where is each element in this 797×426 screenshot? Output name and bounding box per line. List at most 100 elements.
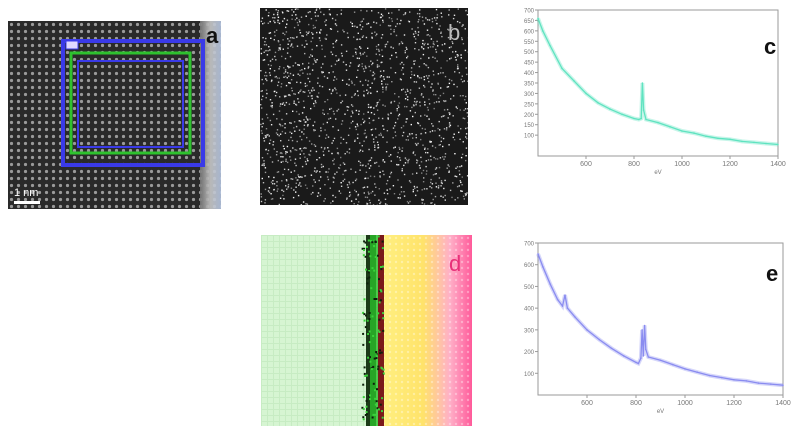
spectrum-point [693,132,695,134]
x-tick-label: 600 [580,161,592,168]
spectrum-point [770,383,772,385]
spectrum-point [537,17,539,20]
spectrum-point [561,305,564,307]
y-tick-label: 250 [524,102,535,108]
x-tick-label: 1200 [722,161,738,168]
y-tick-label: 600 [524,29,535,35]
y-tick-label: 350 [524,82,535,88]
spectrum-point [637,362,640,365]
y-tick-label: 300 [524,92,535,98]
panel-a-svg: 1 nm [8,21,221,209]
y-tick-label: 650 [524,19,535,25]
plot-frame [537,242,784,396]
panel-d-map: d [261,235,472,426]
panel-label-b: b [448,20,461,45]
spectrum-e-chart: 100 200 300 400 500 600 700 600 800 1000 1200 1400 e… [524,242,791,416]
y-tick-label: 100 [524,372,535,378]
panel-label-d: d [449,251,462,276]
spectrum-point [623,355,625,357]
spectrum-point [609,108,611,110]
spectrum-point [556,298,559,301]
y-tick-label: 100 [524,134,535,140]
spectrum-point [647,356,650,358]
x-tick-label: 1000 [674,161,690,168]
y-tick-label: 550 [524,40,535,46]
spectrum-point [733,379,735,381]
x-axis-label: eV [654,170,661,176]
spectrum-point [640,357,642,359]
spectrum-point [765,142,767,145]
panel-c-spectrum: 100 150 200 250 300 350 400 450 500 550 600 650 700 6… [512,4,792,189]
spectrum-point [753,141,755,144]
panel-b-svg [260,8,468,205]
spectrum-point [640,117,642,120]
x-tick-label: 1400 [775,400,791,407]
spectrum-point [641,329,643,331]
x-tick-label: 1200 [726,400,742,407]
spectrum-point [643,324,646,327]
y-tick-label: 300 [524,328,535,334]
spectrum-point [757,382,760,384]
y-tick-label: 700 [524,9,535,15]
panel-e-spectrum: 100 200 300 400 500 600 700 600 800 1000 1200 1400 e… [512,235,795,426]
spectrum-point [642,355,645,357]
scale-bar-label: 1 nm [14,187,38,199]
y-tick-label: 500 [524,285,535,291]
panel-a-image: 1 nm a [8,21,221,209]
spectrum-point [672,363,674,366]
spectrum-point [598,338,601,341]
spectrum-point [659,359,662,362]
spectrum-point [574,316,576,318]
y-tick-label: 400 [524,307,535,313]
spectrum-point [542,266,544,268]
spectrum-point [542,30,544,32]
spectrum-point [669,126,671,128]
spectrum-point [657,121,659,124]
spectrum-point [705,135,707,137]
spectrum-point [573,80,575,82]
y-tick-label: 500 [524,50,535,56]
x-axis-label: eV [657,409,664,415]
panel-b-map: b [260,8,468,205]
spectrum-point [696,371,699,373]
panel-label-e: e [766,261,779,286]
spectrum-point [610,347,613,350]
spectrum-point [537,253,539,255]
x-tick-label: 1000 [677,400,693,407]
spectrum-point [729,138,731,141]
spectrum-point [633,117,635,120]
y-tick-label: 200 [524,113,535,119]
scale-bar [14,201,40,204]
analysis-box-inner [69,51,192,155]
spectrum-point [782,384,784,386]
spectrum-point [586,329,588,331]
x-tick-label: 1400 [770,161,786,168]
spectrum-point [642,109,645,111]
spectrum-point [645,118,647,121]
spectrum-point [635,361,637,364]
spectrum-point [597,102,599,104]
spectrum-point [708,374,711,377]
spectrum-point [549,283,552,286]
plot-frame [537,9,779,157]
spectrum-point [645,348,647,351]
spectrum-point [681,130,683,132]
spectrum-point [585,92,587,95]
spectrum-point [745,380,748,382]
y-tick-label: 200 [524,350,535,356]
y-tick-label: 150 [524,123,535,129]
spectrum-point [566,307,569,309]
x-tick-label: 800 [630,400,642,407]
spectrum-point [561,67,563,70]
x-tick-label: 600 [581,400,593,407]
spectrum-line [537,18,779,146]
x-tick-label: 800 [628,161,640,168]
spectrum-point [564,294,566,296]
spectrum-point [721,376,723,379]
y-tick-label: 600 [524,263,535,269]
spectrum-point [621,113,623,116]
y-tick-label: 700 [524,242,535,248]
y-tick-label: 450 [524,61,535,67]
analysis-box-outer [61,39,205,167]
y-tick-label: 400 [524,71,535,77]
